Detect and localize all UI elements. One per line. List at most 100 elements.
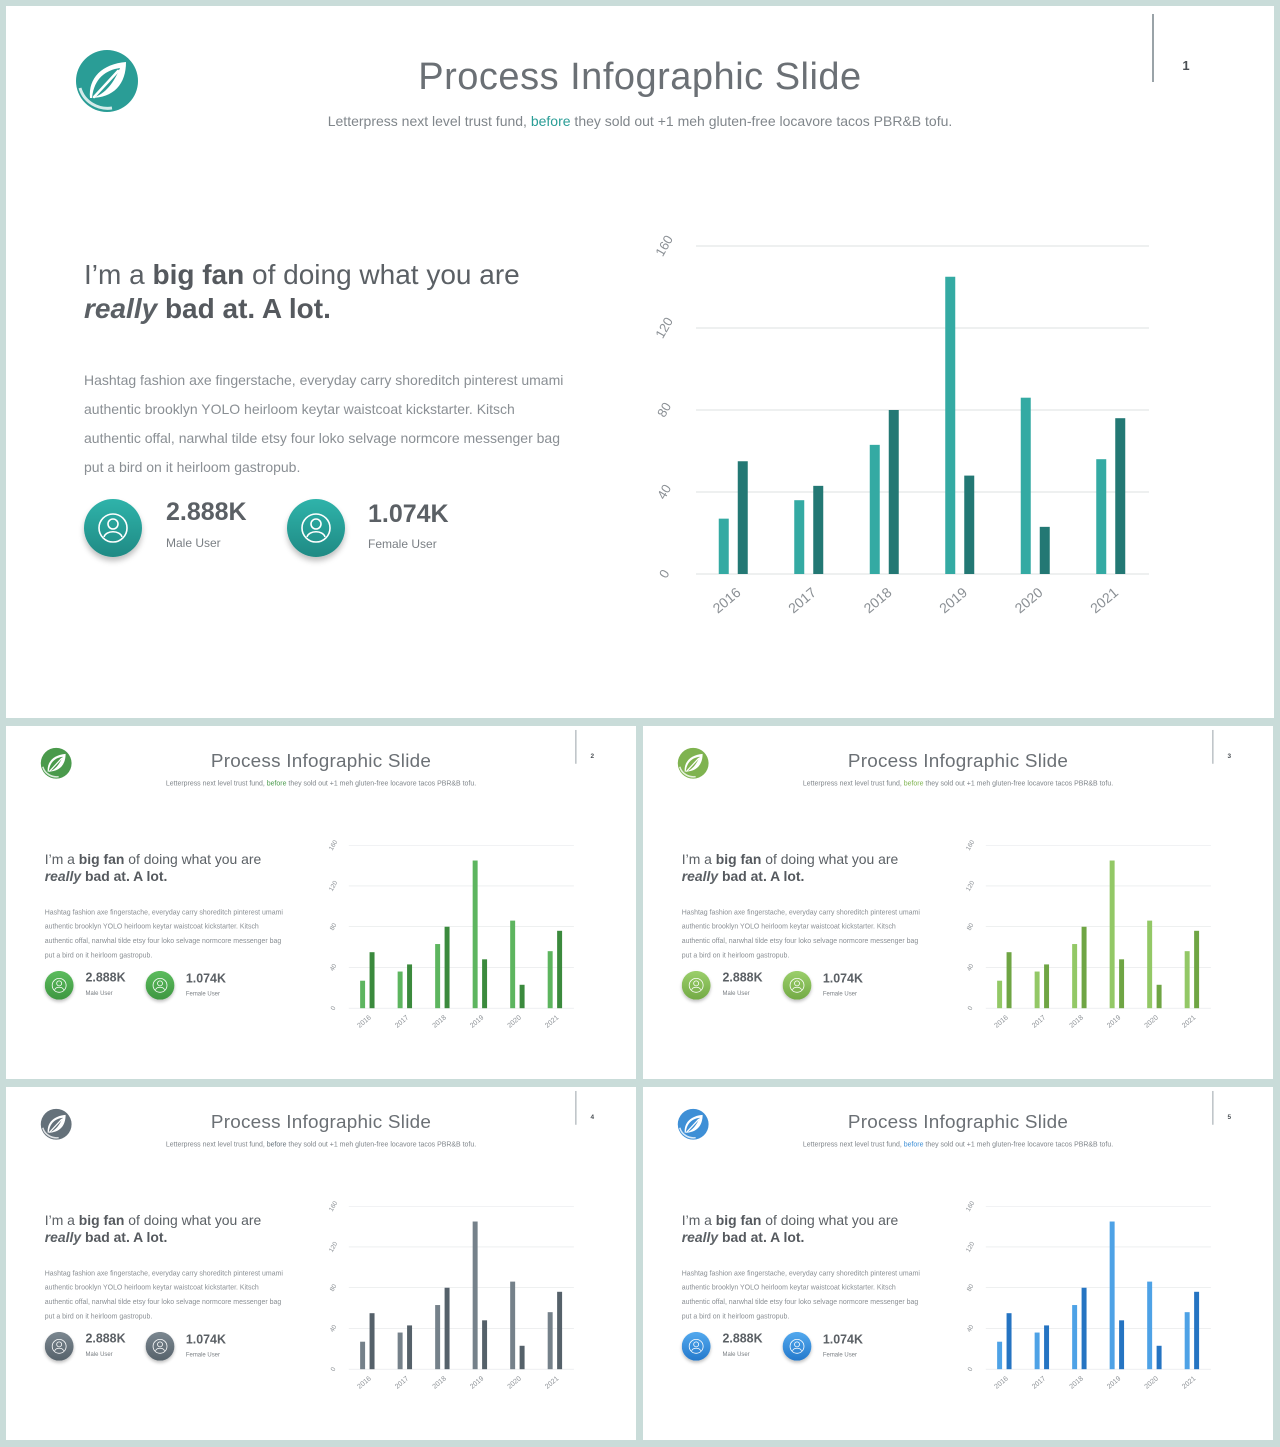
headline-bold: big fan <box>78 1212 125 1229</box>
headline: I’m a big fan of doing what you are reall… <box>84 258 604 326</box>
bar-2016-series-1 <box>360 1341 366 1370</box>
headline-bold: big fan <box>152 259 245 290</box>
stat-value: 2.888K <box>85 970 126 985</box>
body-paragraph: Hashtag fashion axe fingerstache, everyd… <box>84 372 564 475</box>
x-tick-label: 2021 <box>544 1014 560 1029</box>
bar-2018-series-2 <box>1081 926 1087 1009</box>
stat-label: Male User <box>85 1350 113 1358</box>
slide-5[interactable]: 5 Process Infographic Slide Letterpress … <box>643 1087 1273 1440</box>
leaf-logo-icon <box>677 1108 710 1141</box>
bar-2021-series-1 <box>547 1312 553 1370</box>
headline-part: I’m a <box>681 851 716 868</box>
headline-part: I’m a <box>681 1212 716 1229</box>
leaf-logo-icon <box>40 747 73 780</box>
bar-2019-series-2 <box>482 959 488 1009</box>
bar-2017-series-1 <box>397 971 403 1009</box>
male-user-icon <box>44 1331 74 1361</box>
bar-2020-series-1 <box>1020 397 1031 574</box>
bar-2020-series-2 <box>1156 1345 1162 1370</box>
stat-label: Male User <box>166 536 221 550</box>
slide-4[interactable]: 4 Process Infographic Slide Letterpress … <box>6 1087 636 1440</box>
slide-3[interactable]: 3 Process Infographic Slide Letterpress … <box>643 726 1273 1079</box>
x-tick-label: 2018 <box>1068 1014 1084 1029</box>
bar-2019-series-2 <box>482 1320 488 1370</box>
bar-2019-series-1 <box>472 1221 478 1370</box>
stat-value: 1.074K <box>185 971 226 986</box>
x-tick-label: 2019 <box>469 1375 485 1390</box>
x-tick-label: 2020 <box>507 1014 523 1029</box>
bar-2017-series-2 <box>407 964 413 1009</box>
bar-2017-series-2 <box>813 485 824 574</box>
bar-2018-series-1 <box>869 444 880 574</box>
body-paragraph: Hashtag fashion axe fingerstache, everyd… <box>681 1268 920 1321</box>
x-tick-label: 2020 <box>1144 1014 1160 1029</box>
bar-2021-series-2 <box>557 930 563 1009</box>
page-divider <box>1212 1090 1214 1125</box>
bar-chart: 0 40 80 120 160 2016 2017 2018 2019 2020 2021 <box>652 233 1149 616</box>
x-tick-label: 2021 <box>544 1375 560 1390</box>
subtitle-highlight: before <box>530 113 571 129</box>
bar-2020-series-2 <box>1039 526 1050 574</box>
bar-2017-series-1 <box>397 1332 403 1370</box>
x-tick-label: 2018 <box>431 1375 447 1390</box>
page-divider <box>575 729 577 764</box>
x-tick-label: 2021 <box>1087 584 1121 616</box>
x-tick-label: 2019 <box>469 1014 485 1029</box>
female-user-icon <box>145 1331 175 1361</box>
headline-italic: really <box>44 1229 82 1245</box>
subtitle-text: Letterpress next level trust fund, <box>802 1140 904 1149</box>
bar-2017-series-2 <box>1044 964 1050 1009</box>
stat-label: Male User <box>85 989 113 997</box>
body-paragraph: Hashtag fashion axe fingerstache, everyd… <box>44 1268 283 1321</box>
x-tick-label: 2020 <box>1011 584 1045 616</box>
y-tick-label: 80 <box>329 922 339 932</box>
x-tick-label: 2017 <box>1031 1014 1047 1029</box>
bar-2021-series-2 <box>1194 930 1200 1009</box>
stat-label: Female User <box>368 537 437 551</box>
stat-label: Female User <box>185 1350 220 1358</box>
leaf-logo-icon <box>74 48 140 114</box>
headline-part: I’m a <box>44 1212 79 1229</box>
y-tick-label: 160 <box>965 839 977 852</box>
stat-value: 1.074K <box>822 1332 863 1347</box>
x-tick-label: 2020 <box>1144 1375 1160 1390</box>
bar-chart: 0 40 80 120 160 2016 2017 2018 2019 2020 2021 <box>965 1200 1211 1391</box>
x-tick-label: 2018 <box>431 1014 447 1029</box>
y-tick-label: 40 <box>329 1324 339 1334</box>
y-tick-label: 120 <box>965 879 977 892</box>
bar-2021-series-2 <box>557 1291 563 1370</box>
x-tick-label: 2017 <box>394 1014 410 1029</box>
bar-2018-series-1 <box>1072 944 1078 1009</box>
subtitle-highlight: before <box>266 779 287 788</box>
bar-2016-series-1 <box>997 980 1003 1009</box>
slide-2[interactable]: 2 Process Infographic Slide Letterpress … <box>6 726 636 1079</box>
x-tick-label: 2019 <box>1106 1014 1122 1029</box>
headline-part: I’m a <box>84 259 153 290</box>
bar-2021-series-1 <box>1184 1312 1190 1370</box>
slide-1[interactable]: 1 Process Infographic Slide Letterpress … <box>6 6 1274 718</box>
y-tick-label: 160 <box>652 233 676 259</box>
slide-title: Process Infographic Slide <box>210 1111 432 1133</box>
y-tick-label: 80 <box>966 1283 976 1293</box>
slide-title: Process Infographic Slide <box>847 1111 1069 1133</box>
leaf-logo-icon <box>40 1108 73 1141</box>
slide-subtitle: Letterpress next level trust fund, befor… <box>6 1140 636 1148</box>
y-tick-label: 0 <box>656 567 673 581</box>
y-tick-label: 80 <box>966 922 976 932</box>
page-divider <box>1152 14 1154 82</box>
stat-value: 2.888K <box>722 1331 763 1346</box>
bar-2016-series-1 <box>997 1341 1003 1370</box>
body-paragraph: Hashtag fashion axe fingerstache, everyd… <box>44 907 283 960</box>
subtitle-text-end: they sold out +1 meh gluten-free locavor… <box>923 779 1114 788</box>
page-number: 4 <box>590 1112 595 1121</box>
slide-subtitle: Letterpress next level trust fund, befor… <box>6 779 636 787</box>
bar-2017-series-1 <box>794 500 805 574</box>
female-user-icon <box>782 1331 812 1361</box>
bar-2020-series-2 <box>1156 984 1162 1009</box>
stat-value: 2.888K <box>166 498 247 526</box>
headline: I’m a big fan of doing what you are reall… <box>682 1212 940 1246</box>
male-user-icon <box>84 499 142 557</box>
leaf-logo-icon <box>677 747 710 780</box>
bar-2018-series-2 <box>1081 1287 1087 1370</box>
bar-2020-series-1 <box>1147 1281 1153 1370</box>
